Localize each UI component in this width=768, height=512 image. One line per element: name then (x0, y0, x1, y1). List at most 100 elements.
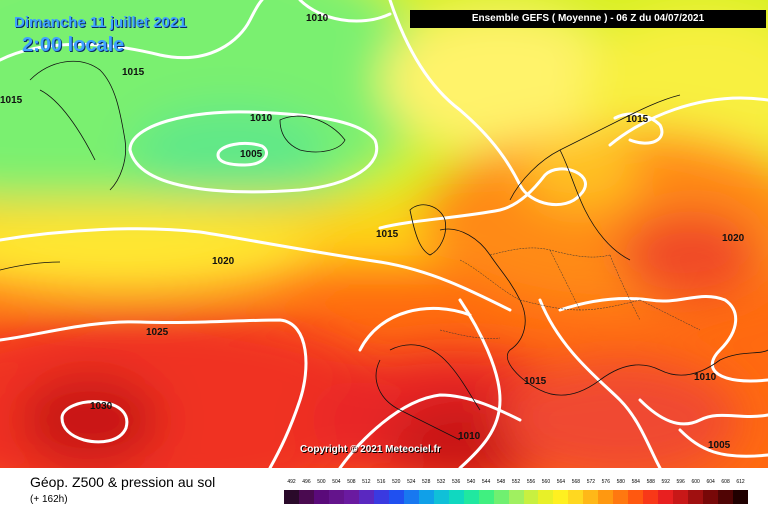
legend-title: Géop. Z500 & pression au sol (30, 474, 216, 490)
scale-tick-label: 520 (392, 479, 401, 485)
scale-swatch (523, 490, 539, 504)
scale-tick-label: 612 (736, 479, 745, 485)
scale-swatch (643, 490, 659, 504)
scale-cell: 512 (358, 478, 374, 504)
scale-tick-label: 608 (721, 479, 730, 485)
scale-tick-label: 564 (556, 479, 566, 485)
isobar-label: 1005 (240, 149, 263, 160)
scale-tick-label: 508 (347, 479, 356, 485)
isobar-label: 1010 (694, 372, 717, 383)
forecast-time: 2:00 locale (22, 34, 125, 56)
isobar-label: 1020 (212, 256, 235, 267)
scale-tick-label: 592 (661, 479, 670, 485)
scale-cell: 592 (658, 478, 674, 504)
scale-cell: 564 (553, 478, 569, 504)
isobar-label: 1030 (90, 401, 113, 412)
scale-tick-label: 548 (496, 479, 506, 485)
scale-cell: 588 (643, 478, 659, 504)
forecast-date: Dimanche 11 juillet 2021 (14, 14, 187, 31)
scale-swatch (568, 490, 584, 504)
scale-tick-label: 556 (526, 479, 536, 485)
isobar-label: 1025 (146, 327, 169, 338)
scale-swatch (403, 490, 419, 504)
isobar-label: 1015 (524, 376, 547, 387)
scale-swatch (613, 490, 629, 504)
scale-tick-label: 532 (437, 479, 446, 485)
scale-swatch (508, 490, 524, 504)
scale-cell: 504 (328, 478, 344, 504)
map-canvas (0, 0, 768, 468)
scale-cell: 568 (568, 478, 584, 504)
isobar-label: 1010 (458, 431, 481, 442)
scale-swatch (358, 490, 374, 504)
scale-swatch (583, 490, 599, 504)
scale-swatch (433, 490, 449, 504)
forecast-lead-time: (+ 162h) (30, 494, 68, 505)
scale-tick-label: 596 (676, 479, 685, 485)
scale-swatch (688, 490, 704, 504)
scale-tick-label: 536 (451, 479, 461, 485)
isobar-label: 1015 (0, 95, 23, 106)
scale-swatch (703, 490, 719, 504)
scale-swatch (673, 490, 689, 504)
scale-swatch (373, 490, 389, 504)
scale-cell: 596 (673, 478, 689, 504)
scale-tick-label: 568 (571, 479, 581, 485)
scale-tick-label: 528 (422, 479, 431, 485)
isobar-label: 1010 (306, 13, 329, 24)
scale-tick-label: 552 (511, 479, 521, 485)
scale-cell: 520 (388, 478, 404, 504)
scale-cell: 500 (313, 478, 329, 504)
scale-swatch (658, 490, 674, 504)
scale-tick-label: 496 (302, 479, 311, 485)
scale-tick-label: 500 (317, 479, 326, 485)
scale-tick-label: 524 (407, 479, 416, 485)
isobar-label: 1005 (708, 440, 731, 451)
scale-swatch (718, 490, 734, 504)
scale-swatch (538, 490, 554, 504)
isobar-label: 1015 (626, 114, 649, 125)
scale-swatch (284, 490, 299, 504)
color-scale: 492 496 500 504 508 512 516 520 524 528 532 536 540 5… (284, 478, 749, 504)
scale-cell: 516 (373, 478, 389, 504)
scale-cell: 536 (448, 478, 464, 504)
scale-tick-label: 512 (362, 479, 371, 485)
isobar-label: 1015 (376, 229, 399, 240)
isobar-label: 1020 (722, 233, 745, 244)
isobar-label: 1010 (250, 113, 273, 124)
scale-tick-label: 588 (646, 479, 655, 485)
scale-tick-label: 504 (332, 479, 341, 485)
scale-swatch (313, 490, 329, 504)
scale-cell: 492 (284, 478, 299, 504)
scale-cell: 552 (508, 478, 524, 504)
country-borders (439, 247, 701, 339)
scale-cell: 556 (523, 478, 539, 504)
scale-cell: 496 (298, 478, 314, 504)
scale-swatch (328, 490, 344, 504)
scale-cell: 608 (718, 478, 734, 504)
scale-swatch (733, 490, 749, 504)
scale-tick-label: 604 (706, 479, 715, 485)
scale-tick-label: 544 (481, 479, 491, 485)
run-info-banner: Ensemble GEFS ( Moyenne ) - 06 Z du 04/0… (410, 10, 766, 28)
scale-swatch (448, 490, 464, 504)
scale-cell: 544 (478, 478, 494, 504)
scale-swatch (493, 490, 509, 504)
copyright-notice: Copyright © 2021 Meteociel.fr (300, 444, 441, 455)
scale-cell: 532 (433, 478, 449, 504)
scale-cell: 540 (463, 478, 479, 504)
scale-swatch (553, 490, 569, 504)
scale-tick-label: 540 (466, 479, 476, 485)
scale-tick-label: 560 (541, 479, 551, 485)
scale-cell: 600 (688, 478, 704, 504)
scale-tick-label: 584 (631, 479, 640, 485)
scale-tick-label: 572 (586, 479, 596, 485)
scale-swatch (298, 490, 314, 504)
scale-tick-label: 580 (616, 479, 625, 485)
isobar-lines (0, 0, 768, 468)
scale-tick-label: 600 (691, 479, 700, 485)
legend-footer: Géop. Z500 & pression au sol (+ 162h) 49… (0, 468, 768, 512)
scale-cell: 508 (343, 478, 359, 504)
scale-cell: 572 (583, 478, 599, 504)
scale-swatch (343, 490, 359, 504)
